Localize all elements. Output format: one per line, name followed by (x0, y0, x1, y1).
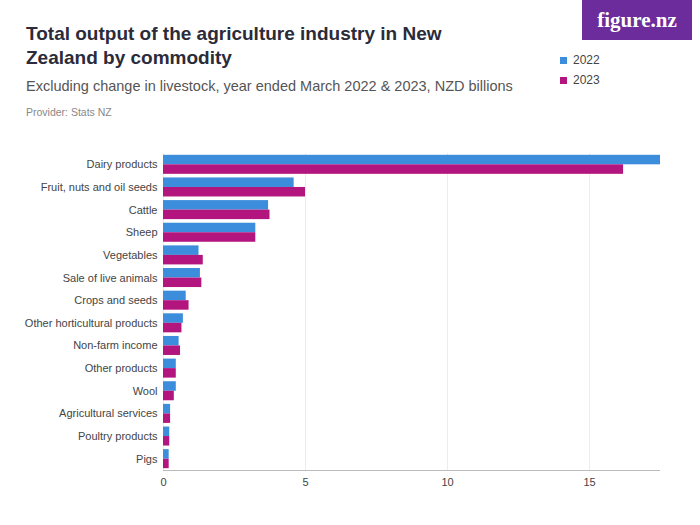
svg-text:Pigs: Pigs (136, 453, 158, 465)
svg-text:10: 10 (441, 476, 453, 488)
svg-text:Fruit, nuts and oil seeds: Fruit, nuts and oil seeds (41, 181, 158, 193)
svg-text:15: 15 (583, 476, 595, 488)
svg-text:5: 5 (302, 476, 308, 488)
html-text:figure.nz: figure.nz (597, 7, 677, 32)
svg-text:0: 0 (160, 476, 166, 488)
svg-text:Cattle: Cattle (129, 204, 158, 216)
svg-text:Agricultural services: Agricultural services (59, 407, 158, 419)
svg-text:Vegetables: Vegetables (103, 249, 158, 261)
html-text:Total output of the agricultur: Total output of the agriculture industry… (26, 23, 442, 68)
svg-text:Dairy products: Dairy products (87, 158, 158, 170)
svg-text:Sheep: Sheep (126, 226, 158, 238)
svg-text:Crops and seeds: Crops and seeds (74, 294, 158, 306)
svg-text:Non-farm income: Non-farm income (73, 339, 157, 351)
html-text:Provider: Stats NZ: Provider: Stats NZ (26, 106, 112, 118)
svg-text:Poultry products: Poultry products (78, 430, 158, 442)
svg-text:Wool: Wool (133, 385, 158, 397)
svg-text:Other products: Other products (85, 362, 158, 374)
svg-text:Other horticultural products: Other horticultural products (25, 317, 158, 329)
svg-text:Sale of live animals: Sale of live animals (63, 272, 158, 284)
html-text:2023: 2023 (573, 73, 600, 87)
html-text:Excluding change in livestock,: Excluding change in livestock, year ende… (26, 78, 513, 94)
html-text:2022: 2022 (573, 53, 600, 67)
